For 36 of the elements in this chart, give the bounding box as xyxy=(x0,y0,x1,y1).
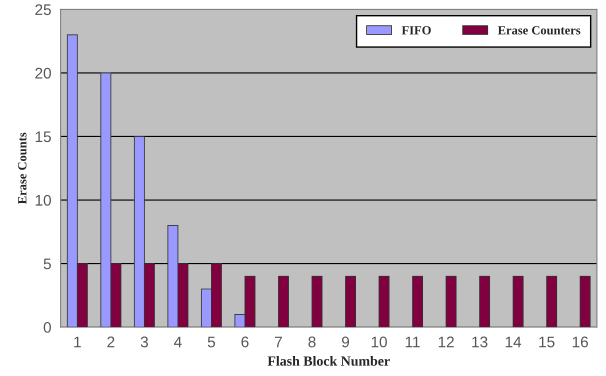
x-tick-label: 7 xyxy=(275,336,282,348)
x-tick-label: 11 xyxy=(406,336,420,348)
x-tick-label: 3 xyxy=(140,336,148,348)
x-tick-label: 10 xyxy=(372,336,387,348)
x-tick-label: 12 xyxy=(438,336,454,348)
bar xyxy=(312,276,322,328)
x-tick-label: 13 xyxy=(472,336,488,348)
bar xyxy=(345,276,356,328)
bar xyxy=(412,276,424,328)
y-tick-label: 15 xyxy=(36,132,51,142)
x-tick-label: 15 xyxy=(539,336,554,348)
x-tick-label: 14 xyxy=(506,336,522,348)
bar xyxy=(512,276,524,328)
legend-label: FIFO xyxy=(402,26,431,35)
bar xyxy=(479,276,490,328)
bar xyxy=(378,276,390,328)
y-tick-label: 0 xyxy=(44,322,51,333)
x-tick-label: 9 xyxy=(342,336,350,348)
y-tick-label: 20 xyxy=(35,68,51,79)
x-tick-label: 16 xyxy=(572,336,588,348)
x-tick-label: 1 xyxy=(74,336,81,348)
bar xyxy=(546,276,558,328)
x-tick-label: 2 xyxy=(107,336,114,348)
x-tick-label: 5 xyxy=(208,336,216,348)
x-tick-label: 4 xyxy=(174,336,182,348)
y-tick-label: 25 xyxy=(35,4,51,16)
x-axis-title: Flash Block Number xyxy=(268,356,390,366)
bar xyxy=(580,276,591,328)
y-tick-label: 5 xyxy=(44,258,51,270)
y-tick-label: 10 xyxy=(36,194,51,206)
x-tick-label: 6 xyxy=(241,336,249,348)
y-axis-title: Erase Counts xyxy=(18,132,27,204)
legend-label: Erase Counters xyxy=(498,26,580,35)
bar xyxy=(446,276,457,328)
x-tick-label: 8 xyxy=(308,336,316,348)
bar xyxy=(278,276,289,328)
